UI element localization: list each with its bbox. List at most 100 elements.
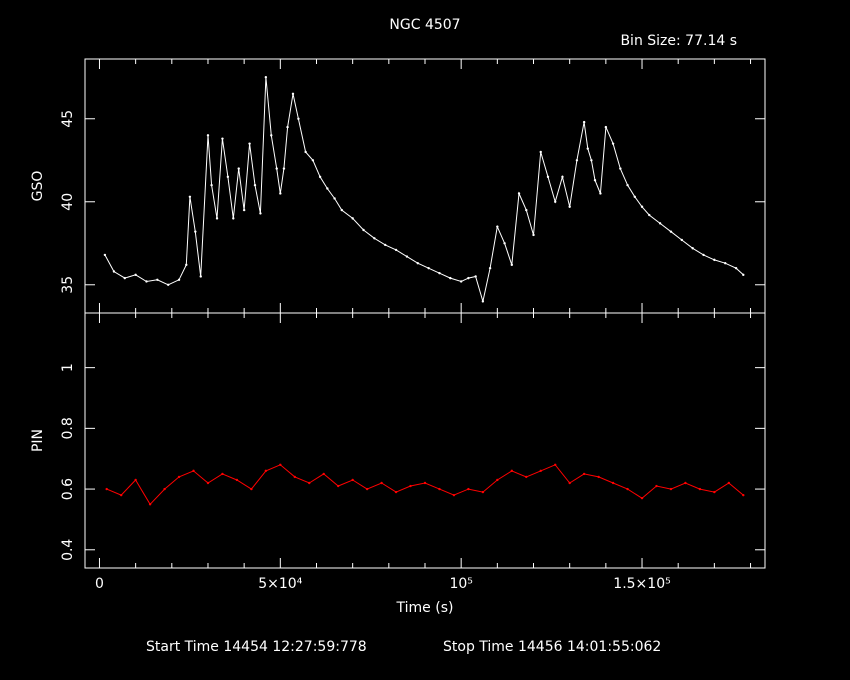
gso-data-point xyxy=(210,183,213,187)
gso-data-point xyxy=(304,150,307,154)
chart-title: NGC 4507 xyxy=(389,17,460,33)
gso-data-point xyxy=(680,238,684,242)
gso-data-point xyxy=(568,205,571,208)
gso-data-point xyxy=(742,273,745,277)
gso-data-point xyxy=(586,147,589,150)
gso-data-point xyxy=(590,159,593,162)
pin-data-point xyxy=(322,472,325,476)
gso-data-point xyxy=(226,175,230,179)
gso-data-point xyxy=(384,243,387,247)
gso-data-point xyxy=(459,280,463,283)
pin-data-point xyxy=(525,475,528,479)
pin-data-point xyxy=(713,490,716,494)
gso-data-point xyxy=(416,261,419,265)
gso-data-point xyxy=(166,283,170,286)
pin-data-point xyxy=(336,484,340,488)
y-tick-label: 0.8 xyxy=(60,417,76,439)
pin-data-point xyxy=(279,463,282,466)
pin-data-point xyxy=(626,487,629,491)
pin-data-point xyxy=(611,481,615,485)
x-tick-label: 1.5×10⁵ xyxy=(613,576,670,592)
pin-data-point xyxy=(206,481,210,485)
y-tick-label: 1 xyxy=(60,363,76,372)
gso-data-point xyxy=(311,159,315,162)
pin-data-point xyxy=(293,475,296,479)
gso-data-point xyxy=(546,175,550,179)
gso-data-point xyxy=(282,167,286,170)
bin-size-label: Bin Size: 77.14 s xyxy=(620,33,737,49)
pin-data-point xyxy=(554,463,557,466)
gso-axis-label: GSO xyxy=(30,171,46,202)
y-tick-label: 0.4 xyxy=(60,539,76,561)
pin-data-point xyxy=(438,487,441,491)
gso-data-point xyxy=(582,120,586,124)
gso-data-point xyxy=(206,134,210,137)
gso-data-point xyxy=(405,255,409,258)
gso-data-point xyxy=(713,258,716,262)
gso-data-point xyxy=(248,142,251,145)
gso-data-point xyxy=(474,275,477,278)
pin-data-point xyxy=(510,469,514,473)
gso-data-point xyxy=(648,213,651,217)
gso-frame xyxy=(84,58,766,314)
gso-data-point xyxy=(253,183,257,187)
gso-data-point xyxy=(237,167,240,170)
y-tick-label: 0.6 xyxy=(60,478,76,500)
gso-data-point xyxy=(275,167,278,170)
pin-data-point xyxy=(148,503,152,506)
gso-data-point xyxy=(702,253,705,257)
pin-data-point xyxy=(235,478,239,482)
gso-data-point xyxy=(394,248,398,252)
gso-data-point xyxy=(619,167,622,170)
pin-axis-label: PIN xyxy=(30,429,46,452)
gso-data-point xyxy=(449,276,452,280)
gso-data-point xyxy=(554,200,557,203)
pin-data-point xyxy=(177,475,181,479)
x-tick-label: 0 xyxy=(95,576,104,592)
gso-data-point xyxy=(532,233,535,237)
gso-data-point xyxy=(318,175,322,179)
x-tick-label: 10⁵ xyxy=(449,576,472,592)
stop-time-label: Stop Time 14456 14:01:55:062 xyxy=(443,639,661,655)
pin-data-point xyxy=(727,481,731,485)
pin-data-point xyxy=(597,475,600,479)
gso-data-point xyxy=(215,217,219,220)
pin-data-point xyxy=(119,493,123,497)
start-time-label: Start Time 14454 12:27:59:778 xyxy=(146,639,367,655)
gso-data-point xyxy=(194,230,197,233)
gso-data-point xyxy=(734,266,738,270)
gso-data-point xyxy=(503,242,506,245)
pin-data-point xyxy=(568,481,571,485)
gso-data-point xyxy=(177,278,181,281)
gso-data-point xyxy=(724,261,727,265)
gso-data-point xyxy=(340,208,344,212)
gso-data-point xyxy=(279,192,282,195)
pin-data-point xyxy=(496,478,499,482)
gso-data-point xyxy=(496,225,499,228)
gso-data-point xyxy=(264,76,268,79)
gso-series-line xyxy=(104,77,744,302)
gso-data-point xyxy=(640,205,644,208)
x-tick-label: 5×10⁴ xyxy=(258,576,302,592)
gso-data-point xyxy=(599,192,602,195)
pin-data-point xyxy=(221,472,224,476)
gso-data-point xyxy=(633,195,636,198)
gso-data-point xyxy=(156,278,159,281)
pin-data-point xyxy=(655,484,658,488)
pin-data-point xyxy=(669,487,673,491)
gso-data-point xyxy=(593,178,597,182)
pin-data-point xyxy=(351,478,354,482)
pin-data-point xyxy=(163,487,166,491)
gso-data-point xyxy=(691,247,694,250)
gso-data-point xyxy=(232,217,235,220)
pin-panel: 0 5×10⁴ 10⁵ 1.5×10⁵ 0.4 0.6 0.8 1 PIN xyxy=(30,312,766,592)
gso-data-point xyxy=(438,271,441,275)
gso-data-point xyxy=(242,208,246,212)
gso-data-point xyxy=(221,137,224,140)
gso-data-point xyxy=(517,192,521,195)
gso-data-point xyxy=(297,117,300,120)
gso-data-point xyxy=(185,263,188,267)
y-tick-label: 40 xyxy=(60,193,76,211)
gso-data-point xyxy=(611,142,615,145)
